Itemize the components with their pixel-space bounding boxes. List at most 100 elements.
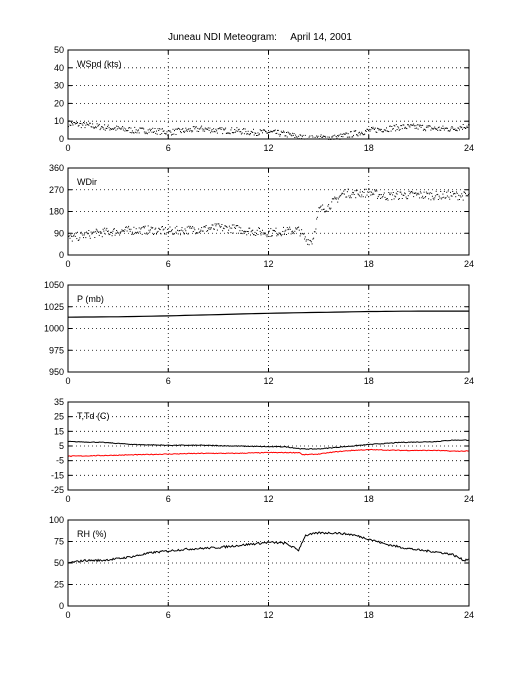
data-point — [392, 128, 394, 130]
data-point — [350, 197, 352, 199]
data-point — [128, 127, 130, 129]
panel-5: 0 6 12 18 24 0 25 50 75 100 RH (%) — [49, 515, 474, 620]
data-point — [78, 239, 80, 241]
data-point — [204, 127, 206, 129]
data-point — [247, 130, 249, 132]
data-point — [323, 208, 325, 210]
data-point — [208, 129, 210, 131]
data-point — [260, 234, 262, 236]
data-point — [214, 223, 216, 225]
data-point — [132, 233, 134, 235]
data-point — [106, 227, 108, 229]
data-point — [109, 233, 111, 235]
data-point — [464, 191, 466, 193]
x-tick-label: 0 — [65, 376, 70, 386]
data-point — [111, 128, 113, 130]
data-point — [386, 130, 388, 132]
data-point — [104, 227, 106, 229]
data-point — [225, 225, 227, 227]
data-point — [83, 122, 84, 123]
data-point — [205, 128, 207, 130]
data-point — [87, 124, 89, 126]
data-point — [73, 122, 75, 123]
data-point — [228, 132, 230, 134]
data-point — [406, 198, 408, 200]
x-tick-label: 24 — [464, 376, 474, 386]
data-point — [180, 234, 181, 236]
data-point — [131, 130, 133, 132]
data-point — [395, 196, 397, 198]
data-point — [327, 205, 329, 207]
data-point — [252, 132, 254, 133]
data-point — [366, 194, 368, 196]
data-point — [102, 127, 104, 129]
data-point — [183, 232, 184, 234]
data-point — [179, 129, 181, 131]
data-point — [110, 231, 112, 233]
data-point — [236, 127, 238, 129]
data-point — [125, 128, 127, 130]
data-point — [462, 195, 463, 197]
data-point — [338, 196, 340, 198]
data-point — [193, 126, 195, 128]
data-point — [177, 233, 179, 235]
data-point — [372, 126, 374, 128]
data-point — [221, 224, 223, 225]
data-point — [387, 130, 389, 132]
data-point — [446, 191, 448, 193]
data-point — [100, 127, 102, 129]
data-point — [249, 227, 251, 229]
data-point — [281, 234, 283, 236]
data-point — [409, 126, 411, 128]
data-point — [146, 132, 148, 134]
data-point — [442, 125, 444, 127]
data-point — [270, 228, 272, 230]
data-point — [222, 133, 224, 135]
data-point — [240, 232, 242, 234]
data-point — [144, 133, 146, 135]
data-point — [282, 131, 284, 133]
data-point — [133, 226, 135, 228]
data-point — [459, 195, 461, 197]
data-point — [317, 135, 319, 137]
data-point — [289, 133, 291, 135]
data-point — [101, 232, 103, 234]
data-point — [143, 131, 145, 133]
data-point — [273, 230, 275, 232]
data-point — [242, 233, 244, 235]
data-point — [195, 126, 197, 128]
data-point — [304, 134, 306, 136]
y-tick-label: 5 — [59, 441, 64, 451]
data-point — [408, 190, 410, 192]
data-point — [148, 131, 150, 133]
data-point — [150, 229, 151, 231]
data-point — [440, 129, 442, 131]
data-point — [378, 129, 380, 131]
data-point — [74, 122, 75, 123]
data-point — [278, 232, 280, 234]
data-point — [286, 136, 288, 138]
data-point — [255, 235, 257, 236]
data-point — [231, 224, 233, 226]
data-point — [462, 199, 464, 201]
data-point — [374, 190, 376, 192]
data-point — [213, 130, 215, 132]
data-point — [347, 133, 349, 135]
data-point — [118, 232, 120, 234]
data-point — [219, 127, 221, 129]
data-point — [158, 130, 160, 131]
data-point — [265, 232, 266, 234]
data-point — [221, 127, 223, 129]
data-point — [243, 230, 245, 232]
data-point — [194, 128, 196, 130]
data-point — [74, 235, 76, 237]
data-point — [391, 126, 393, 127]
data-point — [358, 132, 360, 134]
data-point — [438, 126, 440, 128]
data-point — [86, 122, 87, 124]
data-point — [433, 127, 435, 129]
data-point — [417, 192, 419, 194]
data-point — [90, 231, 92, 233]
x-tick-label: 0 — [65, 143, 70, 153]
data-point — [382, 196, 384, 197]
